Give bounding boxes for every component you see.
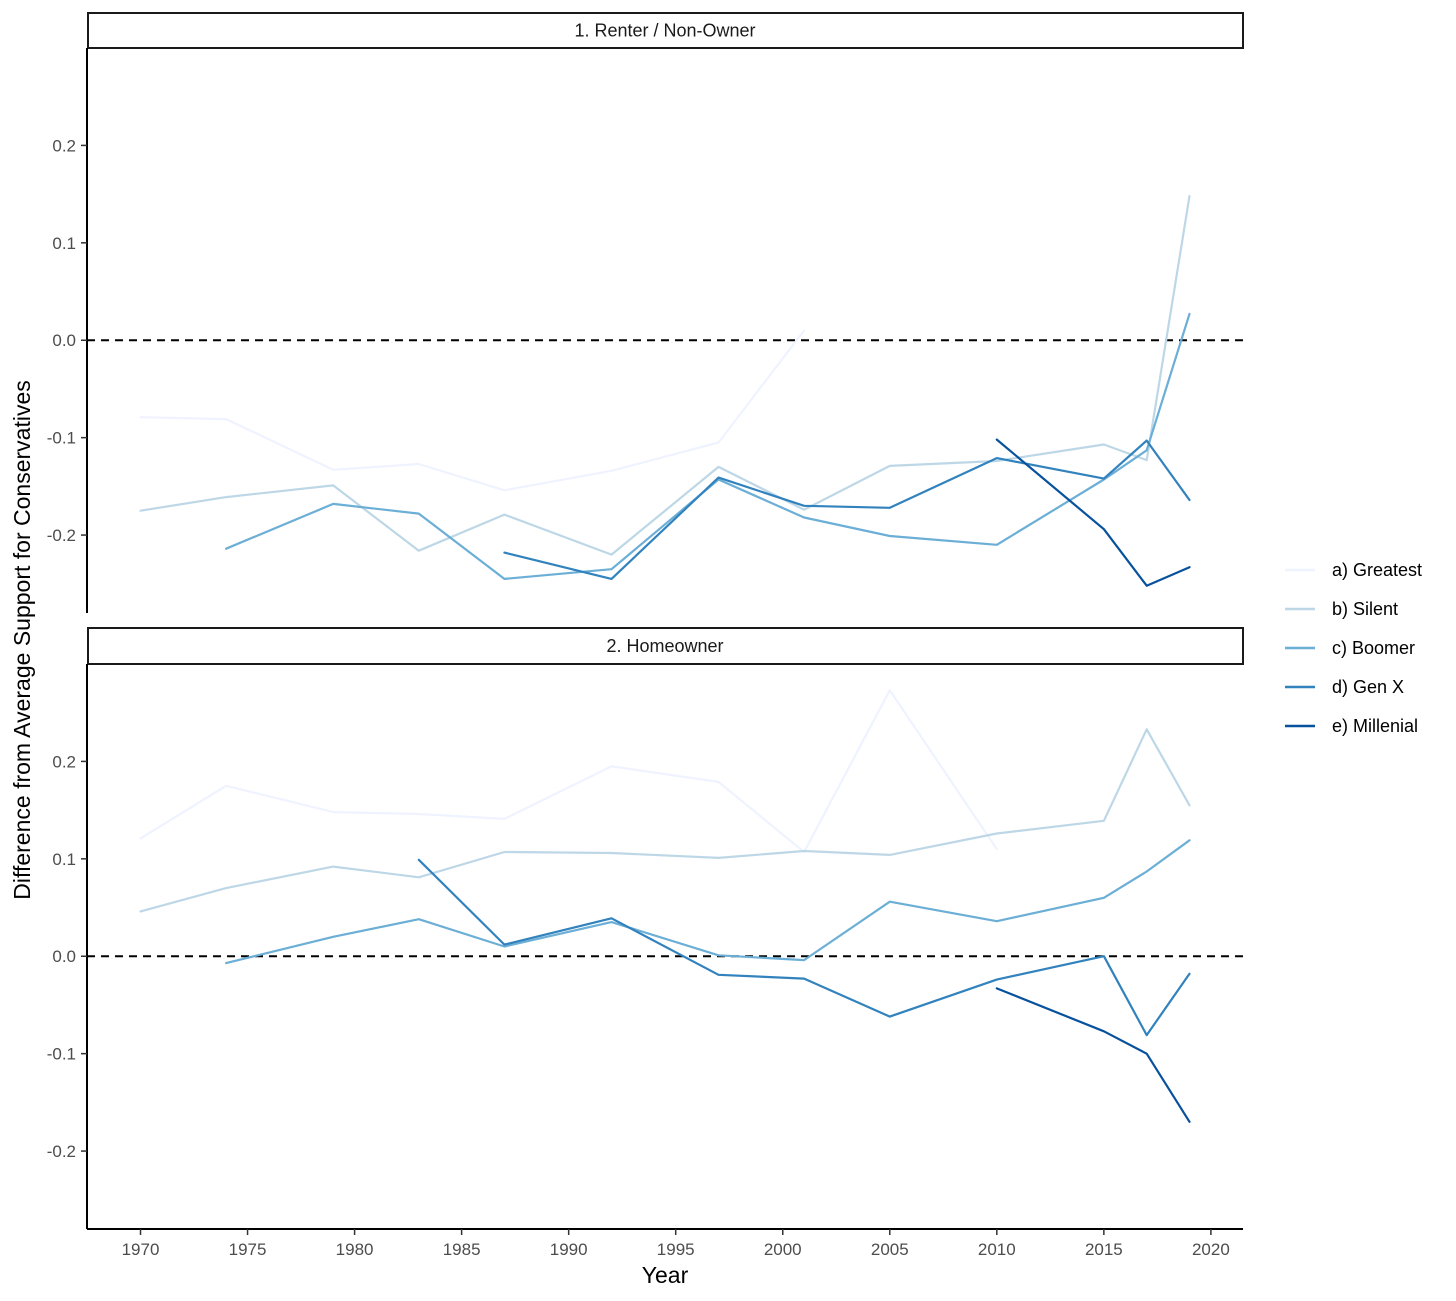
panel-2-series-c-boomer: [225, 839, 1191, 965]
x-tick-label: 1975: [229, 1240, 267, 1259]
panel-2-series-e-millenial: [995, 987, 1191, 1123]
panel-1-y-tick-label: 0.1: [52, 234, 76, 253]
legend: a) Greatest b) Silent c) Boomer d) Gen X e) …: [1285, 560, 1422, 736]
x-tick-label: 1980: [336, 1240, 374, 1259]
panel-1-y-tick-label: 0.2: [52, 136, 76, 155]
panel-1-strip: [87, 12, 1244, 49]
x-axis: 1970 1975 1980 1985 1990 1995 2000 2005 2010 2015…: [87, 1228, 1243, 1259]
panel-2-strip: [87, 627, 1244, 665]
panel-2-title: 2. Homeowner: [606, 636, 723, 656]
x-tick-label: 1985: [443, 1240, 481, 1259]
panel-2-series-d-gen-x: [417, 858, 1191, 1037]
x-tick-label: 2005: [871, 1240, 909, 1259]
panel-1-title: 1. Renter / Non-Owner: [574, 21, 755, 41]
legend-label: e) Millenial: [1332, 716, 1418, 736]
panel-1-series-d-gen-x: [503, 439, 1191, 581]
x-tick-label: 2010: [978, 1240, 1016, 1259]
panel-1-y-tick-label: -0.2: [47, 526, 76, 545]
legend-label: b) Silent: [1332, 599, 1398, 619]
x-tick-label: 1990: [550, 1240, 588, 1259]
panel-1: 1. Renter / Non-Owner -0.2 -0.1 0.0 0.1 0.2: [47, 12, 1244, 613]
x-tick-label: 2020: [1192, 1240, 1230, 1259]
legend-item-e-millenial: e) Millenial: [1285, 716, 1418, 736]
panel-1-series-e-millenial: [995, 438, 1191, 587]
panel-1-y-tick-label: 0.0: [52, 331, 76, 350]
x-tick-label: 2000: [764, 1240, 802, 1259]
panel-1-y-tick-label: -0.1: [47, 429, 76, 448]
panel-2-y-tick-label: 0.0: [52, 947, 76, 966]
legend-item-d-gen-x: d) Gen X: [1285, 677, 1404, 697]
panel-2-series-a-greatest: [139, 689, 998, 854]
legend-label: a) Greatest: [1332, 560, 1422, 580]
legend-item-a-greatest: a) Greatest: [1285, 560, 1422, 580]
panel-1-series-a-greatest: [139, 329, 806, 492]
legend-item-c-boomer: c) Boomer: [1285, 638, 1415, 658]
panel-2: 2. Homeowner -0.2 -0.1 0.0 0.1 0.2: [47, 627, 1244, 1229]
panel-2-y-tick-label: 0.1: [52, 850, 76, 869]
legend-item-b-silent: b) Silent: [1285, 599, 1398, 619]
panel-2-y-tick-label: -0.1: [47, 1045, 76, 1064]
panel-1-series-b-silent: [139, 195, 1191, 556]
x-tick-label: 1970: [122, 1240, 160, 1259]
x-axis-title: Year: [642, 1262, 689, 1288]
legend-label: c) Boomer: [1332, 638, 1415, 658]
legend-label: d) Gen X: [1332, 677, 1404, 697]
x-tick-label: 1995: [657, 1240, 695, 1259]
x-tick-label: 2015: [1085, 1240, 1123, 1259]
panel-2-y-tick-label: 0.2: [52, 752, 76, 771]
panel-2-y-tick-label: -0.2: [47, 1142, 76, 1161]
panel-1-series-c-boomer: [225, 312, 1191, 581]
panel-2-series-b-silent: [139, 728, 1191, 913]
panels: 1. Renter / Non-Owner-0.2-0.10.00.10.22.…: [47, 12, 1244, 1229]
y-axis-title: Difference from Average Support for Cons…: [9, 380, 35, 899]
